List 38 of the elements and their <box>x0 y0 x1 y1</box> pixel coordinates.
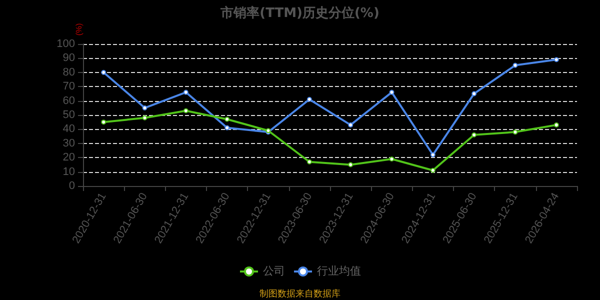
point <box>101 120 106 125</box>
y-tick-label: 20 <box>62 152 75 164</box>
chart-title: 市销率(TTM)历史分位(%) <box>220 5 380 21</box>
y-tick-label: 80 <box>62 66 75 78</box>
point <box>306 96 312 102</box>
y-axis-title: (%) <box>74 22 84 36</box>
legend-label: 行业均值 <box>317 264 361 278</box>
y-tick-label: 10 <box>62 166 75 178</box>
point <box>183 108 188 114</box>
point <box>554 57 559 62</box>
point <box>472 91 477 96</box>
point <box>430 152 436 158</box>
point <box>183 90 188 95</box>
point <box>430 168 436 173</box>
point <box>142 105 148 110</box>
point <box>389 156 394 162</box>
y-tick-label: 30 <box>62 137 75 150</box>
point <box>101 70 106 75</box>
y-tick-label: 0 <box>68 180 75 192</box>
point <box>224 116 230 122</box>
point <box>512 130 518 135</box>
point <box>512 62 518 68</box>
text: 制图数据来自数据库 <box>260 288 340 298</box>
y-tick-label: 40 <box>62 123 75 136</box>
point <box>389 90 394 95</box>
legend-label: 公司 <box>263 266 285 278</box>
y-tick-label: 70 <box>62 80 75 93</box>
point <box>554 122 559 128</box>
y-tick-label: 50 <box>62 109 75 121</box>
point <box>224 125 230 130</box>
y-tick-label: 60 <box>62 94 75 107</box>
point <box>348 162 354 168</box>
point <box>142 115 148 120</box>
point <box>472 132 477 138</box>
y-tick-label: 90 <box>62 52 75 64</box>
point <box>306 159 312 164</box>
point <box>348 122 354 128</box>
y-tick-label: 100 <box>56 38 75 50</box>
